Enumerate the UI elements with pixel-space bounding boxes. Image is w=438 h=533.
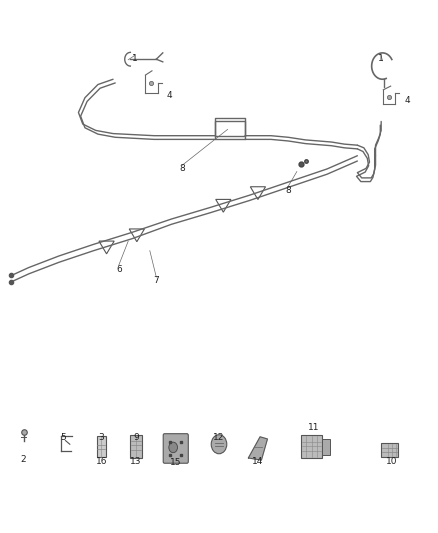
FancyBboxPatch shape [97,437,106,457]
Circle shape [169,442,177,453]
Text: 11: 11 [308,423,320,432]
FancyBboxPatch shape [301,435,322,458]
Text: 1: 1 [132,54,138,63]
FancyBboxPatch shape [381,443,398,457]
Text: 10: 10 [386,457,398,466]
Text: 6: 6 [117,265,122,273]
FancyBboxPatch shape [163,434,188,463]
Text: 13: 13 [130,457,142,466]
Circle shape [211,435,227,454]
FancyBboxPatch shape [322,439,330,455]
Text: 5: 5 [60,433,66,442]
Text: 9: 9 [133,433,139,442]
Text: 8: 8 [285,185,291,195]
Text: 12: 12 [213,433,225,442]
Text: 4: 4 [166,91,172,100]
Text: 1: 1 [378,54,384,63]
FancyBboxPatch shape [131,435,141,458]
Polygon shape [248,437,268,460]
Text: 7: 7 [153,276,159,285]
Text: 3: 3 [99,433,104,442]
Text: 16: 16 [95,457,107,466]
Text: 2: 2 [21,455,26,464]
Text: 15: 15 [170,458,181,467]
Text: 4: 4 [404,96,410,105]
Text: 14: 14 [252,457,264,466]
Text: 8: 8 [180,164,185,173]
